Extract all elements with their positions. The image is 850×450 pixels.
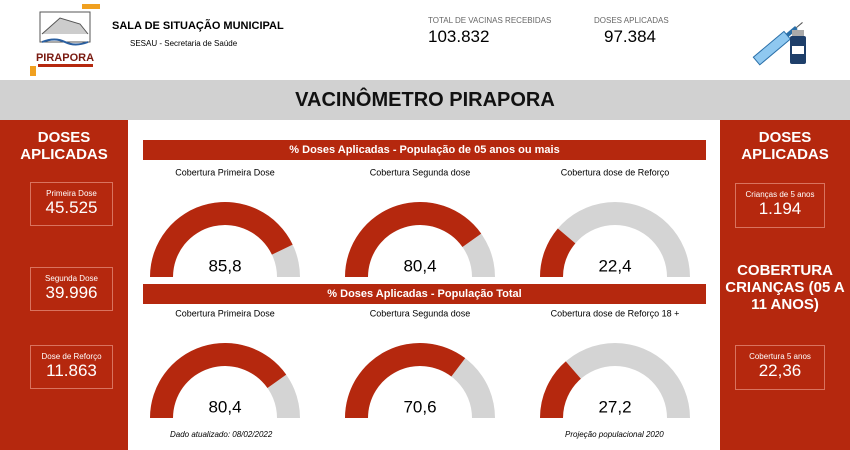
card-label: Segunda Dose (45, 274, 98, 283)
card-value: 22,36 (758, 361, 802, 380)
card-value: 11.863 (46, 361, 97, 380)
gauge-title: Cobertura Primeira Dose (175, 167, 275, 177)
gauge-value (540, 361, 581, 418)
coverage-title: COBERTURA CRIANÇAS (05 A 11 ANOS) (725, 262, 845, 313)
card-label: Crianças de 5 anos (745, 190, 815, 199)
gauge-label: 27,2 (598, 397, 631, 416)
logo: PIRAPORA (30, 4, 100, 76)
card: Segunda Dose 39.996 (30, 267, 113, 311)
gauge-title: Cobertura Segunda dose (370, 308, 471, 318)
card: Dose de Reforço 11.863 (30, 345, 113, 389)
card-value: 1.194 (758, 199, 802, 218)
gauge-value (150, 201, 293, 277)
gauge-label: 80,4 (208, 397, 241, 416)
kpi-label: TOTAL DE VACINAS RECEBIDAS (428, 16, 552, 25)
kpi-label: DOSES APLICADAS (594, 16, 669, 25)
footer-note: Projeção populacional 2020 (565, 430, 664, 439)
header-title: SALA DE SITUAÇÃO MUNICIPAL (112, 20, 284, 32)
gauge-title: Cobertura Segunda dose (370, 167, 471, 177)
logo-text: PIRAPORA (36, 52, 94, 64)
gauge-value (345, 202, 482, 277)
gauge-value (540, 228, 576, 277)
gauge-title: Cobertura dose de Reforço (561, 167, 670, 177)
gauge-value (150, 342, 287, 418)
card-label: Dose de Reforço (41, 352, 102, 361)
gauge-label: 80,4 (403, 256, 436, 275)
gauge-value (345, 342, 466, 418)
card-label: Primeira Dose (46, 189, 97, 198)
gauge-label: 70,6 (403, 397, 436, 416)
gauge-track (540, 202, 690, 277)
card: Crianças de 5 anos 1.194 (735, 183, 825, 228)
panel-title: DOSES APLICADAS (741, 129, 829, 163)
gauge-label: 85,8 (208, 256, 241, 275)
footer-note: Dado atualizado: 08/02/2022 (170, 430, 273, 439)
gauge-title: Cobertura dose de Reforço 18 + (551, 308, 680, 318)
panel-title: DOSES APLICADAS (20, 129, 108, 163)
section-bar: % Doses Aplicadas - População de 05 anos… (143, 140, 706, 160)
section-bar: % Doses Aplicadas - População Total (143, 284, 706, 304)
gauge-title: Cobertura Primeira Dose (175, 308, 275, 318)
banner: VACINÔMETRO PIRAPORA (0, 80, 850, 120)
card-value: 45.525 (45, 198, 98, 217)
gauge-track (540, 343, 690, 418)
header-subtitle: SESAU - Secretaria de Saúde (130, 39, 238, 48)
card-value: 39.996 (45, 283, 98, 302)
card-label: Cobertura 5 anos (749, 352, 811, 361)
kpi-value: 103.832 (428, 27, 490, 46)
left-panel: DOSES APLICADAS (0, 120, 128, 450)
vaccine-icon (752, 22, 806, 66)
card: Cobertura 5 anos 22,36 (735, 345, 825, 390)
kpi-value: 97.384 (604, 27, 656, 46)
gauge-label: 22,4 (598, 256, 631, 275)
right-panel: DOSES APLICADAS COBERTURA CRIANÇAS (05 A… (720, 120, 850, 450)
card: Primeira Dose 45.525 (30, 182, 113, 226)
